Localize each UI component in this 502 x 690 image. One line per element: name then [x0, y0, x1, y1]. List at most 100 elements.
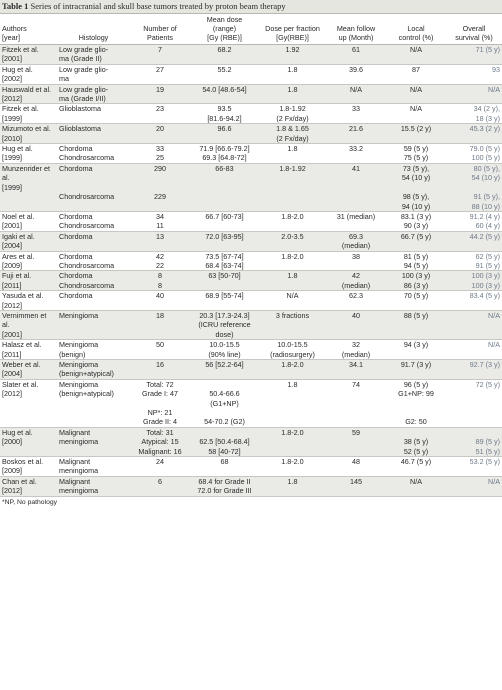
- dose-per-fraction-cell: 1.8: [259, 475, 326, 496]
- authors-cell: Fuji et al. [2011]: [0, 270, 57, 291]
- overall-survival-cell: 45.3 (2 y): [446, 123, 502, 144]
- table-row: Igaki et al. [2004] Chordoma 13 72.0 [63-95…: [0, 230, 502, 252]
- local-control-cell: 94 (3 y): [386, 339, 446, 360]
- local-control-cell: 38 (5 y) 52 (5 y): [386, 426, 446, 457]
- authors-cell: Hug et al. [1999]: [0, 143, 57, 164]
- overall-survival-cell: N/A: [446, 83, 502, 104]
- histology-cell: Meningioma: [57, 309, 130, 340]
- table-row: Hug et al. [2000] Malignant meningioma Tot…: [0, 426, 502, 457]
- local-control-cell: 91.7 (3 y): [386, 359, 446, 380]
- authors-cell: Noel et al. [2001]: [0, 210, 57, 232]
- overall-survival-cell: 89 (5 y) 51 (5 y): [446, 426, 502, 457]
- authors-cell: [0, 192, 57, 212]
- overall-survival-cell: 91 (5 y), 88 (10 y): [446, 192, 502, 212]
- overall-survival-cell: 91.2 (4 y) 60 (4 y): [446, 210, 502, 232]
- patients-cell: 33 25: [130, 143, 190, 164]
- overall-survival-cell: 44.2 (5 y): [446, 230, 502, 252]
- table-row: Munzenrider et al. [1999] Chordoma 290 66-8…: [0, 162, 502, 193]
- histology-cell: Chordoma Chondrosarcoma: [57, 250, 130, 271]
- header-local-control: Local control (%): [386, 13, 446, 45]
- mean-dose-cell: 68.9 [55-74]: [190, 290, 259, 311]
- patients-cell: 229: [130, 192, 190, 212]
- local-control-cell: 98 (5 y), 94 (10 y): [386, 192, 446, 212]
- authors-cell: Ares et al. [2009]: [0, 250, 57, 271]
- mean-dose-cell: [190, 192, 259, 212]
- follow-up-cell: 145: [326, 475, 386, 496]
- patients-cell: 16: [130, 359, 190, 380]
- patients-cell: 50: [130, 339, 190, 360]
- table-row: Hauswald et al. [2012] Low grade glio- ma…: [0, 83, 502, 104]
- authors-cell: Mizumoto et al. [2010]: [0, 123, 57, 144]
- histology-cell: Chordoma: [57, 290, 130, 311]
- header-overall-survival: Overall survival (%): [446, 13, 502, 45]
- table-row: Chondrosarcoma 229 98 (5 y), 94 (10 y) 91 (…: [0, 192, 502, 212]
- header-histology: Histology: [57, 13, 130, 45]
- table-row: Fuji et al. [2011] Chordoma Chondrosarcom…: [0, 270, 502, 291]
- overall-survival-cell: 71 (5 y): [446, 44, 502, 65]
- mean-dose-cell: 96.6: [190, 123, 259, 144]
- follow-up-cell: 34.1: [326, 359, 386, 380]
- follow-up-cell: 21.6: [326, 123, 386, 144]
- histology-cell: Meningioma (benign+atypical): [57, 359, 130, 380]
- overall-survival-cell: 34 (2 y), 18 (3 y): [446, 103, 502, 124]
- dose-per-fraction-cell: 2.0-3.5: [259, 230, 326, 252]
- local-control-cell: 70 (5 y): [386, 290, 446, 311]
- mean-dose-cell: 62.5 [50.4-68.4] 58 [40-72]: [190, 426, 259, 457]
- histology-cell: Chordoma Chondrosarcoma: [57, 143, 130, 164]
- mean-dose-cell: 73.5 [67-74] 68.4 [63-74]: [190, 250, 259, 271]
- dose-per-fraction-cell: 1.8-2.0: [259, 250, 326, 271]
- local-control-cell: 96 (5 y) G1+NP: 99 G2: 50: [386, 378, 446, 428]
- follow-up-cell: 32 (median): [326, 339, 386, 360]
- table-row: Boskos et al. [2009] Malignant meningioma…: [0, 456, 502, 477]
- follow-up-cell: 31 (median): [326, 210, 386, 232]
- local-control-cell: 73 (5 y), 54 (10 y): [386, 162, 446, 193]
- dose-per-fraction-cell: 1.8-2.0: [259, 426, 326, 457]
- overall-survival-cell: N/A: [446, 309, 502, 340]
- local-control-cell: 83.1 (3 y) 90 (3 y): [386, 210, 446, 232]
- authors-cell: Chan et al. [2012]: [0, 475, 57, 496]
- patients-cell: 19: [130, 83, 190, 104]
- table-row: Hug et al. [1999] Chordoma Chondrosarcoma…: [0, 143, 502, 164]
- authors-cell: Halasz et al. [2011]: [0, 339, 57, 360]
- follow-up-cell: 61: [326, 44, 386, 65]
- dose-per-fraction-cell: 10.0-15.5 (radiosurgery): [259, 339, 326, 360]
- table-row: Ares et al. [2009] Chordoma Chondrosarcom…: [0, 250, 502, 271]
- header-follow-up: Mean follow up (Month): [326, 13, 386, 45]
- patients-cell: Total: 72 Grade I: 47 NP*: 21 Grade II: …: [130, 378, 190, 428]
- table-row: Mizumoto et al. [2010] Glioblastoma 20 96.6…: [0, 123, 502, 144]
- patients-cell: 7: [130, 44, 190, 65]
- overall-survival-cell: 72 (5 y): [446, 378, 502, 428]
- mean-dose-cell: 50.4-66.6 (G1+NP) 54-70.2 (G2): [190, 378, 259, 428]
- dose-per-fraction-cell: 1.8: [259, 83, 326, 104]
- follow-up-cell: [326, 192, 386, 212]
- dose-per-fraction-cell: 1.8-2.0: [259, 456, 326, 477]
- follow-up-cell: 59: [326, 426, 386, 457]
- follow-up-cell: 40: [326, 309, 386, 340]
- follow-up-cell: 74: [326, 378, 386, 428]
- authors-cell: Munzenrider et al. [1999]: [0, 162, 57, 193]
- patients-cell: 24: [130, 456, 190, 477]
- dose-per-fraction-cell: 1.8-2.0: [259, 210, 326, 232]
- authors-cell: Hauswald et al. [2012]: [0, 83, 57, 104]
- dose-per-fraction-cell: 3 fractions: [259, 309, 326, 340]
- local-control-cell: N/A: [386, 475, 446, 496]
- histology-cell: Meningioma (benign): [57, 339, 130, 360]
- authors-cell: Hug et al. [2000]: [0, 426, 57, 457]
- histology-cell: Malignant meningioma: [57, 475, 130, 496]
- overall-survival-cell: 79.0 (5 y) 100 (5 y): [446, 143, 502, 164]
- authors-cell: Hug et al. [2002]: [0, 63, 57, 85]
- table-row: Halasz et al. [2011] Meningioma (benign) 5…: [0, 339, 502, 360]
- histology-cell: Malignant meningioma: [57, 456, 130, 477]
- local-control-cell: N/A: [386, 44, 446, 65]
- table-row: Fitzek et al. [1999] Glioblastoma 23 93.5 […: [0, 103, 502, 124]
- histology-cell: Chordoma Chondrosarcoma: [57, 270, 130, 291]
- patients-cell: Total: 31 Atypical: 15 Malignant: 16: [130, 426, 190, 457]
- table-row: Noel et al. [2001] Chordoma Chondrosarcom…: [0, 210, 502, 232]
- patients-cell: 34 11: [130, 210, 190, 232]
- dose-per-fraction-cell: 1.8: [259, 63, 326, 85]
- local-control-cell: 87: [386, 63, 446, 85]
- dose-per-fraction-cell: N/A: [259, 290, 326, 311]
- follow-up-cell: 39.6: [326, 63, 386, 85]
- histology-cell: Low grade glio- ma (Grade I/II): [57, 83, 130, 104]
- table-row: Slater et al. [2012] Meningioma (benign+a…: [0, 378, 502, 428]
